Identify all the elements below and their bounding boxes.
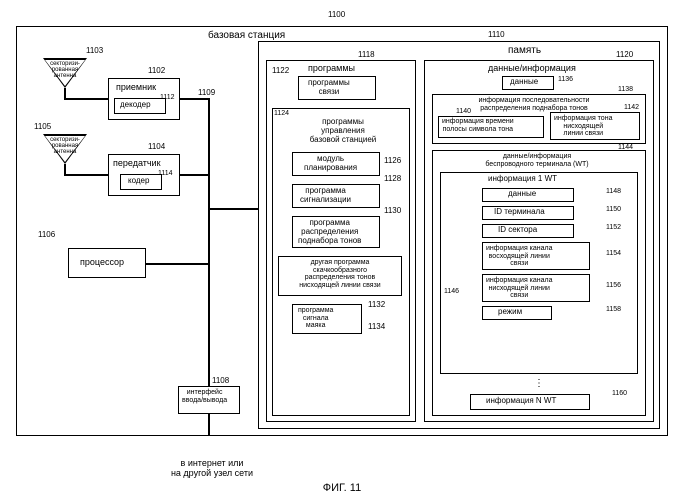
bus-proc xyxy=(146,263,208,265)
num-1110: 1110 xyxy=(488,30,505,39)
dl-tone-label: информация тона нисходящей линии связи xyxy=(554,115,612,138)
wt1-sector-label: ID сектора xyxy=(498,226,537,235)
transmitter-label: передатчик xyxy=(113,159,161,169)
data-info-label: данные/информация xyxy=(488,64,576,74)
hopping-label: другая программа скачкообразного распред… xyxy=(284,259,396,290)
num-1105: 1105 xyxy=(34,122,51,131)
num-1114: 1114 xyxy=(158,170,173,177)
num-1118: 1118 xyxy=(358,50,375,59)
diagram-root: 1100 базовая станция секторизи- рованная… xyxy=(8,8,676,458)
wt1-dl-label: информация канала нисходящей линии связи xyxy=(486,277,553,300)
memory-label: память xyxy=(508,45,541,56)
beacon-label: программа сигнала маяка xyxy=(298,307,333,330)
num-1156: 1156 xyxy=(606,282,621,289)
num-1108: 1108 xyxy=(212,376,229,385)
num-1142: 1142 xyxy=(624,104,639,111)
encoder-label: кодер xyxy=(128,177,149,186)
num-1140: 1140 xyxy=(456,108,471,115)
num-1124: 1124 xyxy=(274,110,289,117)
data-box-label: данные xyxy=(510,78,538,87)
bus-mem xyxy=(208,208,258,210)
num-1126: 1126 xyxy=(384,156,401,165)
num-1158: 1158 xyxy=(606,306,621,313)
wt1-ul-label: информация канала восходящей линии связи xyxy=(486,245,553,268)
io-label: интерфейс ввода/вывода xyxy=(182,389,227,404)
num-1120: 1120 xyxy=(616,50,633,59)
antenna-1-label: секторизи- рованная антенна xyxy=(45,61,85,79)
io-line xyxy=(208,414,210,436)
comm-prog-label: программы связи xyxy=(308,79,350,97)
num-1136: 1136 xyxy=(558,76,573,83)
programs-label: программы xyxy=(308,64,355,74)
num-1109: 1109 xyxy=(198,88,215,97)
num-1102: 1102 xyxy=(148,66,165,75)
processor-label: процессор xyxy=(80,258,124,268)
title-base-station: базовая станция xyxy=(208,30,285,41)
num-1104: 1104 xyxy=(148,142,165,151)
num-1138: 1138 xyxy=(618,86,633,93)
bs-ctrl-label: программы управления базовой станцией xyxy=(298,118,388,144)
signaling-label: программа сигнализации xyxy=(300,187,351,205)
tone-subset-label: программа распределения поднабора тонов xyxy=(298,219,361,245)
bus-tx xyxy=(180,174,208,176)
seq-info-label: информация последовательности распределе… xyxy=(454,97,614,112)
footer-text: в интернет или на другой узел сети xyxy=(0,458,676,478)
num-1150: 1150 xyxy=(606,206,621,213)
num-1128: 1128 xyxy=(384,174,401,183)
receiver-label: приемник xyxy=(116,83,156,93)
num-1103: 1103 xyxy=(86,46,103,55)
num-1154: 1154 xyxy=(606,250,621,257)
wtn-label: информация N WT xyxy=(486,397,556,406)
num-1152: 1152 xyxy=(606,224,621,231)
num-1112: 1112 xyxy=(160,94,175,101)
wt-info-label: данные/информация беспроводного терминал… xyxy=(462,153,612,168)
num-1144: 1144 xyxy=(618,144,633,151)
wt1-term-label: ID терминала xyxy=(494,208,545,217)
num-1146: 1146 xyxy=(444,288,459,295)
num-1132: 1132 xyxy=(368,300,385,309)
ant1-wire xyxy=(64,98,108,100)
num-1106: 1106 xyxy=(38,230,55,239)
figure-caption: ФИГ. 11 xyxy=(8,482,676,494)
num-1134: 1134 xyxy=(368,322,385,331)
bus-main xyxy=(208,98,210,386)
num-1122: 1122 xyxy=(272,66,289,75)
wt1-label: информация 1 WT xyxy=(488,175,557,184)
time-info-label: информация времени полосы символа тона xyxy=(442,118,514,133)
decoder-label: декодер xyxy=(120,101,151,110)
num-1148: 1148 xyxy=(606,188,621,195)
num-1160: 1160 xyxy=(612,390,627,397)
antenna-2-label: секторизи- рованная антенна xyxy=(45,137,85,155)
num-1130: 1130 xyxy=(384,206,401,215)
num-1100: 1100 xyxy=(328,10,345,19)
scheduler-label: модуль планирования xyxy=(304,155,357,173)
bus-rx xyxy=(180,98,208,100)
wt1-data-label: данные xyxy=(508,190,536,199)
wt1-box xyxy=(440,172,638,374)
wt1-mode-label: режим xyxy=(498,308,522,317)
ant1-stem xyxy=(64,88,66,98)
ant2-wire xyxy=(64,174,108,176)
ant2-stem xyxy=(64,164,66,174)
dots: ⋮ xyxy=(534,378,544,389)
